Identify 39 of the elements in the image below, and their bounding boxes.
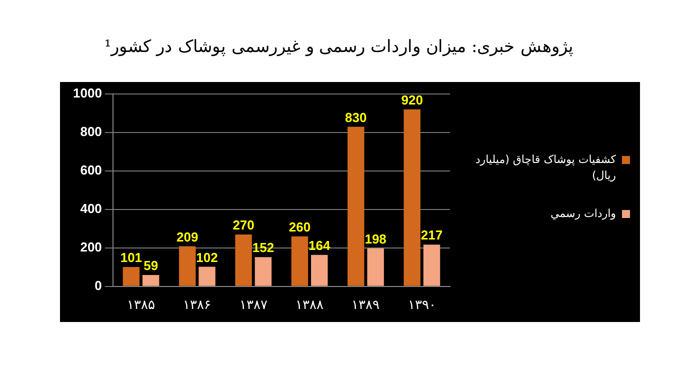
data-label: 59 [144, 258, 158, 274]
bar [254, 257, 272, 286]
bar [404, 109, 420, 286]
bar [122, 266, 140, 286]
data-label: 102 [196, 250, 218, 265]
y-tick-label: 200 [80, 240, 102, 254]
bar [423, 244, 440, 286]
bar [235, 234, 252, 286]
x-tick-label: ۱۳۸۵ [127, 296, 156, 312]
bar [179, 246, 196, 286]
bar [311, 254, 328, 286]
legend-label: واردات رسمي [550, 206, 616, 222]
y-tick-label: 600 [80, 162, 102, 178]
data-label: 920 [401, 92, 423, 108]
x-tick-label: ۱۳۸۹ [352, 296, 380, 312]
y-tick-label: 800 [80, 124, 102, 140]
data-label: 270 [232, 218, 254, 233]
bar [367, 248, 384, 286]
data-label: 198 [364, 231, 386, 246]
data-label: 209 [176, 229, 198, 244]
y-tick-label: 1000 [73, 86, 102, 101]
bar [198, 266, 216, 286]
legend-label: کشفیات پوشاک قاچاق (میلیارد ریال) [474, 152, 616, 184]
data-label: 830 [345, 110, 367, 125]
x-tick-label: ۱۳۸۶ [183, 296, 212, 312]
data-label: 101 [120, 250, 142, 266]
data-label: 217 [420, 228, 443, 243]
data-label: 152 [252, 240, 274, 256]
chart-title: پژوهش خبری: میزان واردات رسمی و غیررسمی پوشاک در کشور¹ [103, 36, 575, 57]
bar [142, 275, 160, 286]
x-tick-label: ۱۳۹۰ [408, 296, 436, 312]
bar [291, 236, 308, 286]
y-tick-label: 400 [80, 201, 102, 216]
data-label: 260 [288, 219, 311, 234]
y-tick-label: 0 [94, 278, 102, 293]
bar [348, 126, 364, 286]
x-tick-label: ۱۳۸۸ [296, 296, 324, 312]
x-tick-label: ۱۳۸۷ [239, 296, 268, 312]
data-label: 164 [308, 238, 331, 253]
